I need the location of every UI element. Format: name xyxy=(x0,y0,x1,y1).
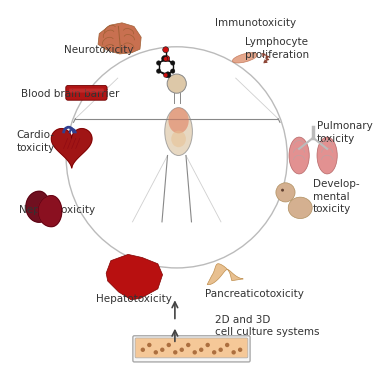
Circle shape xyxy=(167,74,186,93)
Text: Pancreaticotoxicity: Pancreaticotoxicity xyxy=(205,289,305,299)
Circle shape xyxy=(164,56,170,61)
Text: Develop-
mental
toxicity: Develop- mental toxicity xyxy=(313,179,360,214)
Circle shape xyxy=(218,347,223,352)
Circle shape xyxy=(238,347,242,352)
Circle shape xyxy=(171,61,175,65)
Polygon shape xyxy=(106,255,163,300)
Text: 2D and 3D
cell culture systems: 2D and 3D cell culture systems xyxy=(215,314,320,337)
Polygon shape xyxy=(38,196,62,227)
Circle shape xyxy=(163,73,168,77)
Ellipse shape xyxy=(289,137,309,174)
FancyBboxPatch shape xyxy=(69,88,104,92)
Circle shape xyxy=(165,72,171,78)
Circle shape xyxy=(156,61,161,65)
Text: Neurotoxicity: Neurotoxicity xyxy=(64,46,134,56)
Circle shape xyxy=(147,343,152,347)
Ellipse shape xyxy=(165,108,192,155)
Circle shape xyxy=(154,350,158,354)
Text: Immunotoxicity: Immunotoxicity xyxy=(215,18,296,28)
Ellipse shape xyxy=(168,108,189,134)
Circle shape xyxy=(141,347,145,352)
FancyBboxPatch shape xyxy=(66,85,107,100)
Ellipse shape xyxy=(288,197,312,219)
Text: Pulmonary
toxicity: Pulmonary toxicity xyxy=(317,121,372,144)
Circle shape xyxy=(193,350,197,354)
Circle shape xyxy=(199,347,203,352)
Circle shape xyxy=(167,343,171,347)
Circle shape xyxy=(171,69,175,73)
Text: Cardio-
toxicity: Cardio- toxicity xyxy=(16,130,55,153)
FancyBboxPatch shape xyxy=(133,336,250,362)
FancyBboxPatch shape xyxy=(135,338,248,358)
Polygon shape xyxy=(207,264,243,285)
Circle shape xyxy=(281,189,284,192)
Polygon shape xyxy=(98,23,141,54)
Ellipse shape xyxy=(317,137,337,174)
Polygon shape xyxy=(51,129,92,168)
Circle shape xyxy=(173,350,178,354)
Circle shape xyxy=(160,347,164,352)
Circle shape xyxy=(163,57,168,61)
Circle shape xyxy=(186,343,190,347)
Text: Lymphocyte
proliferation: Lymphocyte proliferation xyxy=(245,37,309,60)
Ellipse shape xyxy=(232,53,257,63)
Circle shape xyxy=(163,47,169,53)
Ellipse shape xyxy=(171,131,186,147)
Text: Blood brain barrier: Blood brain barrier xyxy=(21,88,120,98)
Circle shape xyxy=(162,56,168,61)
Circle shape xyxy=(225,343,229,347)
Circle shape xyxy=(156,69,161,73)
Circle shape xyxy=(276,183,295,202)
Polygon shape xyxy=(26,191,49,222)
Circle shape xyxy=(232,350,236,354)
Circle shape xyxy=(212,350,217,354)
Text: Nephrotoxicity: Nephrotoxicity xyxy=(19,205,95,215)
Circle shape xyxy=(205,343,210,347)
Text: Hepatotoxicity: Hepatotoxicity xyxy=(96,294,171,304)
Circle shape xyxy=(179,347,184,352)
